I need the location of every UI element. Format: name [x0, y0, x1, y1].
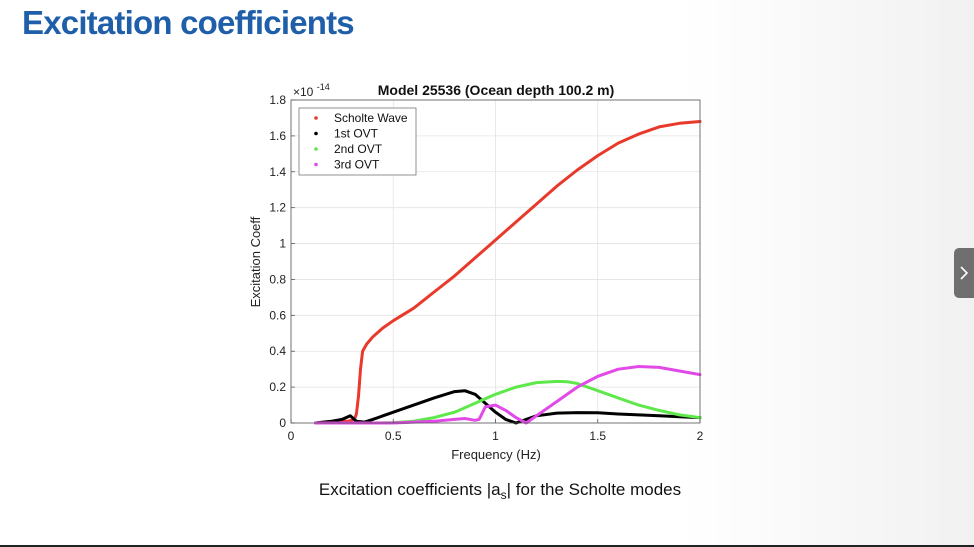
chevron-right-icon: [960, 266, 969, 280]
legend-marker: [314, 147, 318, 151]
y-axis-label: Excitation Coeff: [248, 216, 263, 307]
y-tick-label: 0.8: [269, 272, 286, 286]
y-tick-label: 0.4: [269, 344, 286, 358]
caption-subscript: s: [500, 488, 507, 502]
caption-suffix: | for the Scholte modes: [506, 480, 682, 499]
y-exponent-base: ×10: [293, 85, 314, 99]
y-tick-label: 1: [279, 237, 286, 251]
x-axis-label: Frequency (Hz): [451, 447, 541, 462]
chart-title: Model 25536 (Ocean depth 100.2 m): [378, 82, 615, 98]
y-exponent: ×10 -14: [293, 82, 330, 99]
x-tick-label: 2: [697, 429, 704, 443]
y-tick-label: 0.6: [269, 308, 286, 322]
axis-ticks: 0 0.5 1 1.5 2 0 0.2 0.4 0.6 0.8 1 1.2 1.4 1.6 1.8: [269, 93, 703, 443]
y-tick-label: 1.6: [269, 129, 286, 143]
legend-entry: 2nd OVT: [334, 142, 383, 156]
legend-marker: [314, 116, 318, 120]
series-group: [314, 120, 702, 425]
series-line-3: [314, 365, 702, 425]
y-exponent-power: -14: [317, 82, 330, 92]
y-tick-label: 0.2: [269, 380, 286, 394]
slide-caption: Excitation coefficients |as| for the Sch…: [0, 480, 974, 502]
y-tick-label: 1.4: [269, 165, 286, 179]
legend-entry: 3rd OVT: [334, 158, 380, 172]
series-line-0: [314, 120, 702, 425]
x-tick-label: 0: [288, 429, 295, 443]
y-tick-label: 1.2: [269, 201, 286, 215]
legend-entry: 1st OVT: [334, 127, 379, 141]
legend-box: [298, 107, 417, 176]
legend-entry: Scholte Wave: [334, 111, 408, 125]
x-tick-label: 1: [492, 429, 499, 443]
legend-marker: [314, 131, 318, 136]
y-tick-label: 1.8: [269, 93, 286, 107]
x-tick-label: 1.5: [589, 429, 606, 443]
x-tick-label: 0.5: [385, 429, 402, 443]
legend-marker: [314, 162, 318, 167]
next-slide-button[interactable]: [954, 248, 974, 298]
bottom-divider: [0, 545, 974, 547]
y-tick-label: 0: [279, 416, 286, 430]
slide-title: Excitation coefficients: [22, 4, 355, 41]
caption-prefix: Excitation coefficients |a: [318, 480, 501, 499]
